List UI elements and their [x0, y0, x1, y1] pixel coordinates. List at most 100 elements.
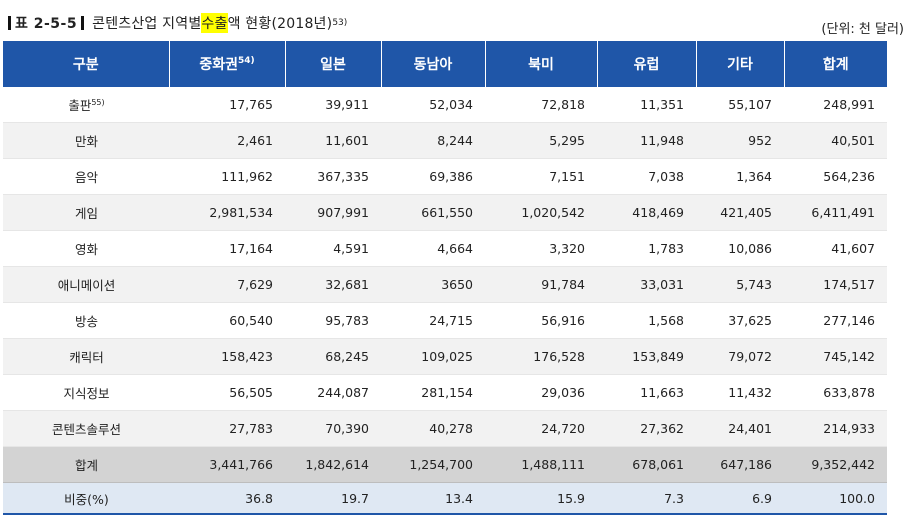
title-text-after: 액 현황(2018년) — [227, 16, 333, 32]
table-cell: 3,320 — [485, 230, 597, 267]
table-cell: 3,441,766 — [169, 446, 285, 483]
header-north-america: 북미 — [484, 41, 598, 87]
table-row: 합계 3,441,766 1,842,614 1,254,700 1,488,111 67… — [3, 446, 887, 483]
table-cell: 277,146 — [784, 302, 887, 339]
table-cell: 29,036 — [485, 374, 597, 411]
row-footnote: 55) — [91, 98, 105, 107]
table-caption: 표 2-5-5 콘텐츠산업 지역별 수출 액 현황(2018년) 53) — [8, 10, 347, 36]
table-cell: 11,663 — [597, 374, 696, 411]
table-row: 게임 2,981,534 907,991 661,550 1,020,542 418,46… — [3, 194, 887, 231]
table-cell: 244,087 — [285, 374, 381, 411]
export-table: 구분 중화권54) 일본 동남아 북미 유럽 기타 합계 출판55) 17,765… — [3, 41, 887, 515]
table-row: 만화 2,461 11,601 8,244 5,295 11,948 952 40,501 — [3, 122, 887, 159]
page: 표 2-5-5 콘텐츠산업 지역별 수출 액 현황(2018년) 53) (단위: … — [3, 10, 904, 515]
table-cell: 95,783 — [285, 302, 381, 339]
table-cell: 69,386 — [381, 158, 485, 195]
table-cell: 5,295 — [485, 122, 597, 159]
table-cell: 17,765 — [169, 87, 285, 123]
table-cell: 158,423 — [169, 338, 285, 375]
table-cell: 248,991 — [784, 87, 887, 123]
table-cell: 24,401 — [696, 410, 784, 447]
table-cell: 24,715 — [381, 302, 485, 339]
row-label-text: 콘텐츠솔루션 — [51, 422, 121, 437]
table-cell: 55,107 — [696, 87, 784, 123]
row-label: 지식정보 — [3, 374, 169, 411]
table-cell: 7.3 — [597, 482, 696, 515]
table-cell: 33,031 — [597, 266, 696, 303]
table-row: 방송 60,540 95,783 24,715 56,916 1,568 37,625 277… — [3, 302, 887, 339]
header-greater-china-label: 중화권 — [199, 57, 238, 73]
table-cell: 11,432 — [696, 374, 784, 411]
table-cell: 6,411,491 — [784, 194, 887, 231]
table-cell: 2,981,534 — [169, 194, 285, 231]
table-cell: 1,254,700 — [381, 446, 485, 483]
header-category: 구분 — [3, 41, 170, 87]
table-cell: 56,505 — [169, 374, 285, 411]
table-number: 표 2-5-5 — [15, 16, 78, 32]
table-cell: 647,186 — [696, 446, 784, 483]
header-europe: 유럽 — [596, 41, 697, 87]
table-cell: 367,335 — [285, 158, 381, 195]
table-cell: 11,601 — [285, 122, 381, 159]
table-cell: 281,154 — [381, 374, 485, 411]
header-southeast-asia: 동남아 — [380, 41, 486, 87]
table-cell: 1,783 — [597, 230, 696, 267]
table-cell: 27,362 — [597, 410, 696, 447]
row-label: 캐릭터 — [3, 338, 169, 375]
table-row: 음악 111,962 367,335 69,386 7,151 7,038 1,364 564… — [3, 158, 887, 195]
header-row: 구분 중화권54) 일본 동남아 북미 유럽 기타 합계 — [3, 41, 887, 87]
row-label-text: 지식정보 — [63, 386, 110, 401]
row-label: 콘텐츠솔루션 — [3, 410, 169, 447]
table-cell: 37,625 — [696, 302, 784, 339]
header-greater-china: 중화권54) — [168, 41, 286, 87]
title-highlight: 수출 — [201, 13, 228, 33]
row-label-text: 게임 — [74, 206, 98, 221]
title-text-before: 콘텐츠산업 지역별 — [92, 16, 202, 32]
table-cell: 633,878 — [784, 374, 887, 411]
table-cell: 421,405 — [696, 194, 784, 231]
table-row: 콘텐츠솔루션 27,783 70,390 40,278 24,720 27,362 24,4… — [3, 410, 887, 447]
table-cell: 24,720 — [485, 410, 597, 447]
table-cell: 1,020,542 — [485, 194, 597, 231]
table-cell: 174,517 — [784, 266, 887, 303]
table-cell: 13.4 — [381, 482, 485, 515]
table-cell: 4,664 — [381, 230, 485, 267]
table-cell: 418,469 — [597, 194, 696, 231]
table-cell: 27,783 — [169, 410, 285, 447]
table-cell: 678,061 — [597, 446, 696, 483]
table-cell: 1,488,111 — [485, 446, 597, 483]
table-cell: 7,151 — [485, 158, 597, 195]
table-cell: 1,568 — [597, 302, 696, 339]
table-row: 지식정보 56,505 244,087 281,154 29,036 11,663 11,4… — [3, 374, 887, 411]
row-label-text: 캐릭터 — [69, 350, 104, 365]
table-cell: 907,991 — [285, 194, 381, 231]
table-cell: 8,244 — [381, 122, 485, 159]
table-cell: 111,962 — [169, 158, 285, 195]
table-cell: 52,034 — [381, 87, 485, 123]
row-label: 합계 — [3, 446, 169, 483]
table-cell: 564,236 — [784, 158, 887, 195]
row-label-text: 영화 — [74, 242, 98, 257]
table-cell: 40,501 — [784, 122, 887, 159]
table-cell: 72,818 — [485, 87, 597, 123]
unit-label: (단위: 천 달러) — [821, 22, 904, 37]
table-cell: 56,916 — [485, 302, 597, 339]
table-cell: 9,352,442 — [784, 446, 887, 483]
table-cell: 7,038 — [597, 158, 696, 195]
header-japan: 일본 — [284, 41, 382, 87]
table-cell: 60,540 — [169, 302, 285, 339]
table-cell: 1,842,614 — [285, 446, 381, 483]
table-cell: 70,390 — [285, 410, 381, 447]
table-cell: 19.7 — [285, 482, 381, 515]
row-label: 애니메이션 — [3, 266, 169, 303]
table-row: 영화 17,164 4,591 4,664 3,320 1,783 10,086 41,607 — [3, 230, 887, 267]
table-cell: 7,629 — [169, 266, 285, 303]
table-cell: 100.0 — [784, 482, 887, 515]
row-label-text: 만화 — [74, 134, 98, 149]
header-other: 기타 — [695, 41, 785, 87]
table-cell: 176,528 — [485, 338, 597, 375]
title-footnote: 53) — [332, 18, 348, 28]
table-cell: 39,911 — [285, 87, 381, 123]
table-cell: 91,784 — [485, 266, 597, 303]
table-cell: 4,591 — [285, 230, 381, 267]
